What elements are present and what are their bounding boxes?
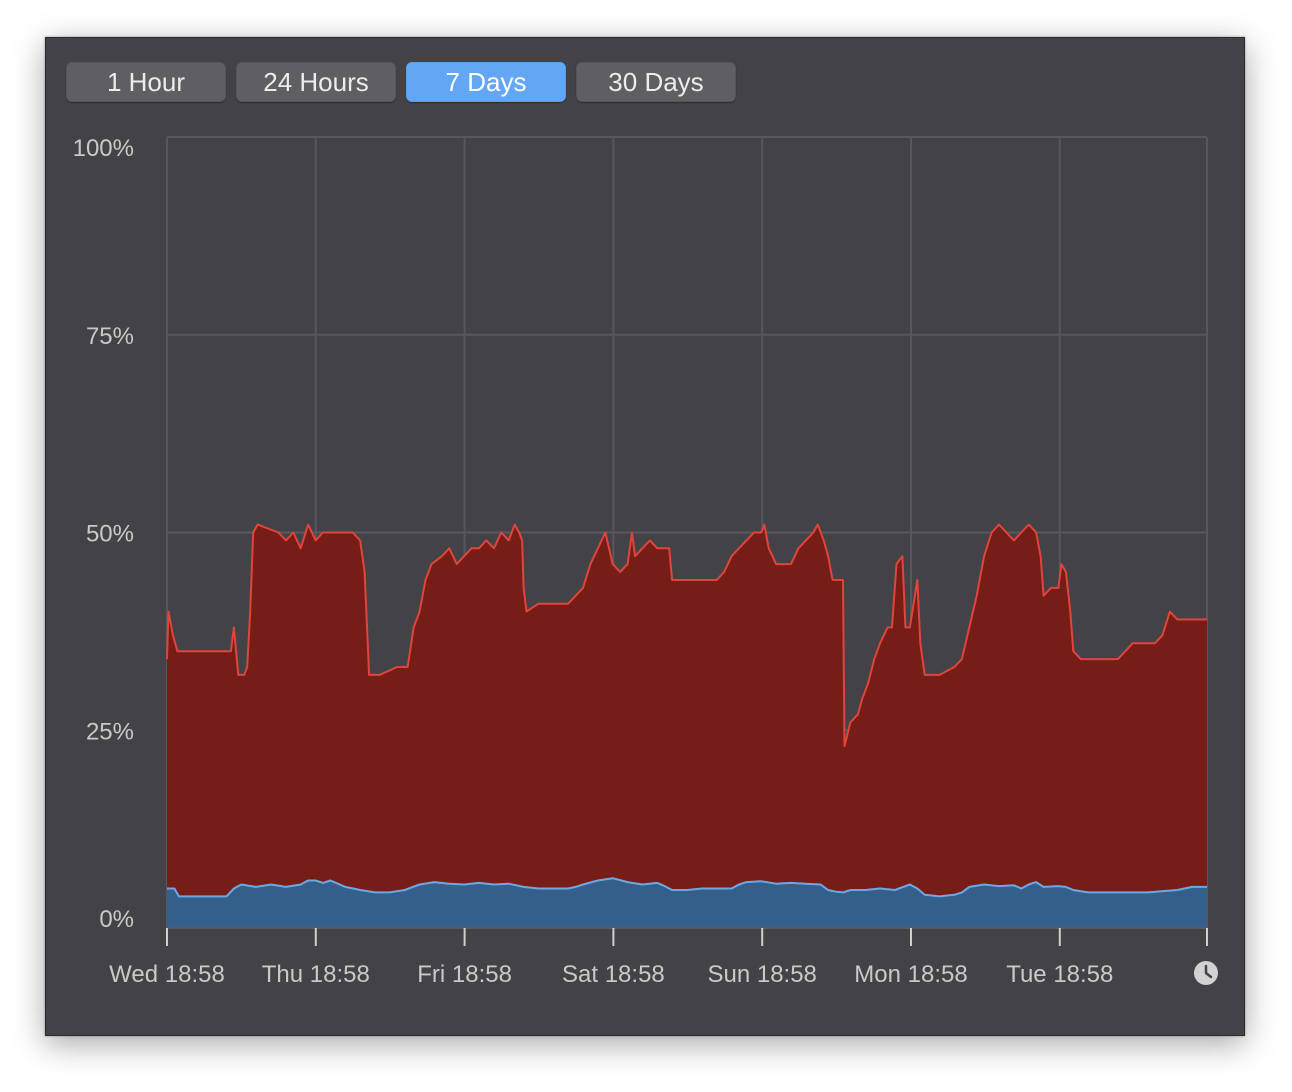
app-usage-line: [167, 877, 1207, 898]
range-button-30-days[interactable]: 30 Days: [576, 62, 736, 102]
range-button-24-hours[interactable]: 24 Hours: [236, 62, 396, 102]
range-button-7-days[interactable]: 7 Days: [406, 62, 566, 102]
x-tick-label: Wed 18:58: [109, 961, 225, 988]
clock-icon[interactable]: [1194, 961, 1218, 985]
x-tick-label: Mon 18:58: [854, 961, 967, 988]
x-tick-label: Thu 18:58: [262, 961, 370, 988]
y-tick-label: 50%: [86, 521, 134, 548]
y-tick-label: 0%: [99, 906, 134, 933]
memory-usage-chart: Wed 18:58 Thu 18:58 Fri 18:58 Sat 18:58 Sun …: [73, 135, 1218, 988]
app-usage-area: [167, 878, 1207, 928]
x-tick-label: Sun 18:58: [707, 961, 816, 988]
y-tick-label: 25%: [86, 718, 134, 745]
total-usage-line: [166, 523, 1207, 748]
x-tick-label: Sat 18:58: [562, 961, 665, 988]
total-usage-area: [167, 524, 1207, 928]
x-tick-label: Fri 18:58: [417, 961, 512, 988]
chart-window: 1 Hour 24 Hours 7 Days 30 Days Wed 18:58…: [45, 37, 1245, 1036]
x-tick-label: Tue 18:58: [1006, 961, 1113, 988]
range-button-1-hour[interactable]: 1 Hour: [66, 62, 226, 102]
y-tick-label: 100%: [73, 135, 134, 162]
y-tick-label: 75%: [86, 323, 134, 350]
